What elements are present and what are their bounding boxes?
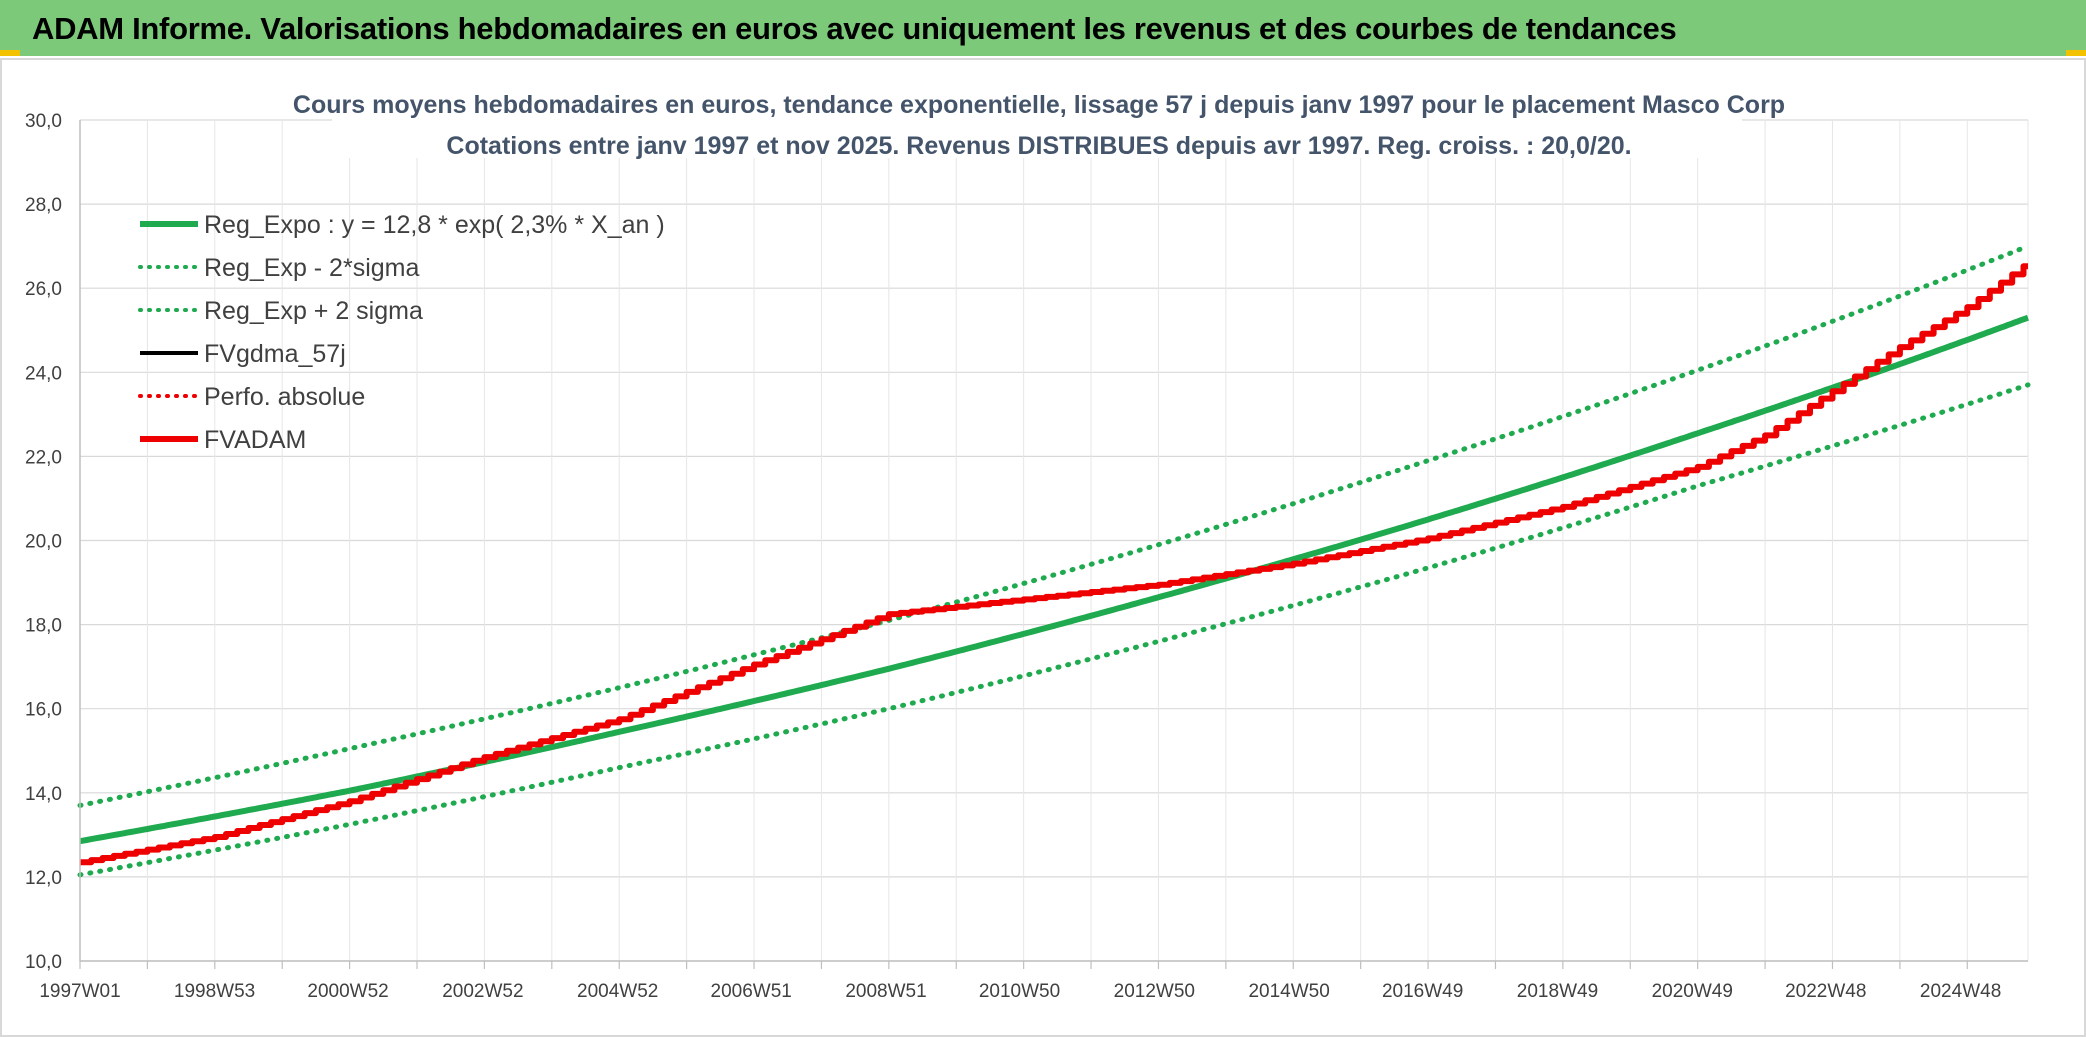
chart-titles: Cours moyens hebdomadaires en euros, ten… <box>293 80 1785 160</box>
x-tick-label: 2004W52 <box>577 981 658 1002</box>
title-background <box>332 80 1742 158</box>
corner-marker-left <box>0 50 20 56</box>
y-tick-label: 12,0 <box>25 868 62 889</box>
x-tick-label: 2020W49 <box>1652 981 1733 1002</box>
series-line-reg-minus-2sigma <box>77 382 2031 878</box>
y-tick-label: 16,0 <box>25 700 62 721</box>
y-tick-label: 24,0 <box>25 363 62 384</box>
y-tick-label: 10,0 <box>25 952 62 973</box>
legend-label: FVgdma_57j <box>204 340 346 368</box>
x-tick-label: 2008W51 <box>845 981 926 1002</box>
series-line-reg-expo <box>79 314 2029 845</box>
chart-frame: Cours moyens hebdomadaires en euros, ten… <box>0 58 2086 1037</box>
chart-title: Cours moyens hebdomadaires en euros, ten… <box>293 91 1785 119</box>
report-title: ADAM Informe. Valorisations hebdomadaire… <box>32 11 1677 46</box>
x-tick-label: 2000W52 <box>307 981 388 1002</box>
series-line-reg-plus-2sigma <box>77 243 2031 808</box>
series-layer <box>77 243 2031 878</box>
legend-label: Reg_Exp + 2 sigma <box>204 297 423 325</box>
corner-marker-right <box>2066 50 2086 56</box>
y-tick-label: 20,0 <box>25 532 62 553</box>
legend-label: FVADAM <box>204 426 306 454</box>
y-tick-label: 28,0 <box>25 195 62 216</box>
series-line-fvadam <box>80 263 2028 866</box>
legend-label: Reg_Expo : y = 12,8 * exp( 2,3% * X_an ) <box>204 211 665 239</box>
grid <box>80 119 2029 962</box>
report-banner: ADAM Informe. Valorisations hebdomadaire… <box>0 0 2086 56</box>
x-tick-label: 2016W49 <box>1382 981 1463 1002</box>
chart-subtitle: Cotations entre janv 1997 et nov 2025. R… <box>446 132 1631 160</box>
x-tick-label: 2006W51 <box>711 981 792 1002</box>
axes: 10,0 12,0 14,0 16,0 18,0 20,0 22,0 24,0 26,0 28,0… <box>25 111 2028 1002</box>
x-tick-label: 1997W01 <box>39 981 120 1002</box>
y-tick-label: 14,0 <box>25 784 62 805</box>
line-chart: Cours moyens hebdomadaires en euros, ten… <box>25 80 2031 1002</box>
x-tick-label: 2018W49 <box>1517 981 1598 1002</box>
legend: Reg_Expo : y = 12,8 * exp( 2,3% * X_an )… <box>138 211 665 454</box>
y-tick-label: 22,0 <box>25 447 62 468</box>
x-tick-label: 2012W50 <box>1114 981 1195 1002</box>
y-tick-label: 18,0 <box>25 616 62 637</box>
y-tick-label: 26,0 <box>25 279 62 300</box>
x-tick-label: 2002W52 <box>442 981 523 1002</box>
x-tick-label: 2014W50 <box>1248 981 1329 1002</box>
x-tick-label: 2024W48 <box>1920 981 2001 1002</box>
x-tick-label: 1998W53 <box>174 981 255 1002</box>
y-tick-label: 30,0 <box>25 111 62 132</box>
x-tick-label: 2010W50 <box>979 981 1060 1002</box>
legend-label: Perfo. absolue <box>204 383 365 411</box>
legend-label: Reg_Exp - 2*sigma <box>204 254 419 282</box>
x-tick-label: 2022W48 <box>1785 981 1866 1002</box>
